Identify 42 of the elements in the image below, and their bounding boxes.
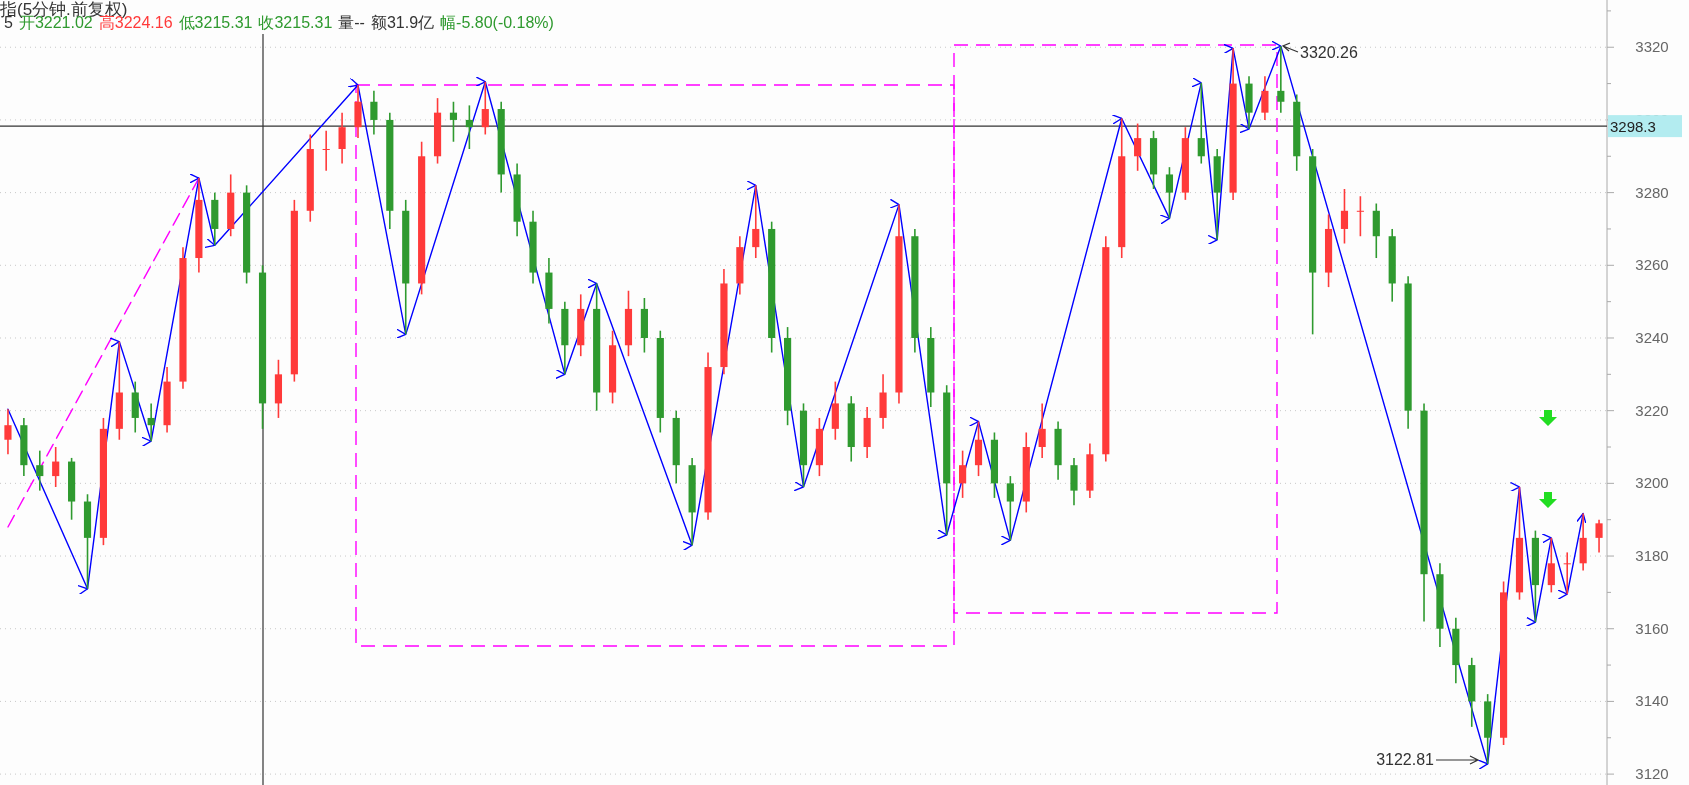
candlestick [1563, 551, 1571, 595]
y-tick-label: 3280 [1635, 183, 1669, 201]
annotation: 幅-5.80(-0.18%) [440, 14, 554, 31]
candlestick [752, 184, 760, 259]
candlestick [1277, 45, 1285, 114]
candlestick [1006, 475, 1014, 542]
y-tick-label: 3200 [1635, 474, 1669, 492]
candlestick [1197, 82, 1205, 165]
candlestick [52, 446, 60, 488]
candlestick [322, 130, 330, 172]
candlestick [481, 80, 489, 136]
y-tick-label: 3140 [1635, 692, 1669, 710]
y-tick-label: 3120 [1635, 765, 1669, 783]
candlestick [370, 90, 378, 136]
candlestick [147, 402, 155, 442]
candlestick [4, 408, 12, 456]
y-tick-label: 3160 [1635, 619, 1669, 637]
y-tick-label: 3220 [1635, 401, 1669, 419]
candlestick [1261, 75, 1269, 121]
annotation: 量-- [338, 14, 365, 31]
candlestick [1547, 537, 1555, 594]
annotation: 额31.9亿 [370, 14, 435, 31]
annotation: 3122.81 [1376, 751, 1435, 768]
candlestick [338, 111, 346, 165]
y-tick-label: 3180 [1635, 547, 1669, 565]
annotation: 低3215.31 [178, 14, 253, 31]
candlestick [959, 449, 967, 499]
y-tick-label: 3240 [1635, 328, 1669, 346]
candlestick [1038, 402, 1046, 459]
candlestick [1165, 166, 1174, 220]
annotation: 收3215.31 [258, 14, 333, 31]
candlestick [1595, 518, 1603, 554]
candlestick [36, 449, 44, 492]
y-tick-label: 3320 [1635, 38, 1669, 56]
candlestick [1134, 122, 1142, 172]
candlestick [465, 104, 473, 150]
candlestick [1356, 195, 1364, 238]
annotation: 3320.26 [1300, 44, 1358, 61]
y-tick-label: 3260 [1635, 256, 1669, 274]
ref-line-label: 3298.3 [1610, 118, 1656, 136]
candlestick [1340, 188, 1349, 245]
candlestick [449, 100, 458, 143]
